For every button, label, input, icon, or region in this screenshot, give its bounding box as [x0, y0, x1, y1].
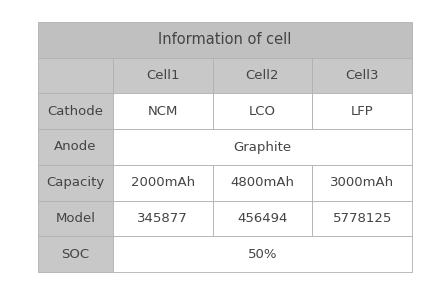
Text: Model: Model [55, 212, 95, 225]
Bar [113, 129, 412, 165]
Bar [38, 236, 113, 272]
Bar [213, 58, 312, 94]
Text: 456494: 456494 [237, 212, 288, 225]
Text: NCM: NCM [148, 105, 178, 118]
Bar [312, 94, 412, 129]
Bar [113, 201, 213, 236]
Bar [213, 201, 312, 236]
Text: Graphite: Graphite [233, 141, 291, 154]
Text: 5778125: 5778125 [332, 212, 392, 225]
Bar [312, 58, 412, 94]
Text: Information of cell: Information of cell [158, 32, 292, 47]
Text: Anode: Anode [54, 141, 97, 154]
Bar [213, 94, 312, 129]
Text: Cell3: Cell3 [345, 69, 379, 82]
Text: Cathode: Cathode [47, 105, 103, 118]
Bar [38, 201, 113, 236]
Text: Cell1: Cell1 [146, 69, 179, 82]
Text: Cell2: Cell2 [246, 69, 279, 82]
Bar [312, 201, 412, 236]
Bar [38, 94, 113, 129]
Bar [113, 94, 213, 129]
Bar [113, 236, 412, 272]
Bar [38, 129, 113, 165]
Text: LCO: LCO [249, 105, 276, 118]
Bar [113, 58, 213, 94]
Bar [312, 165, 412, 201]
Bar [38, 58, 113, 94]
Bar [113, 165, 213, 201]
Text: SOC: SOC [61, 248, 89, 261]
Text: 50%: 50% [248, 248, 277, 261]
Text: Capacity: Capacity [46, 176, 104, 189]
Text: 2000mAh: 2000mAh [130, 176, 195, 189]
Bar [213, 165, 312, 201]
Text: 345877: 345877 [137, 212, 188, 225]
Text: 3000mAh: 3000mAh [330, 176, 394, 189]
Bar [38, 22, 412, 58]
Text: 4800mAh: 4800mAh [230, 176, 294, 189]
Text: LFP: LFP [351, 105, 373, 118]
Bar [38, 165, 113, 201]
